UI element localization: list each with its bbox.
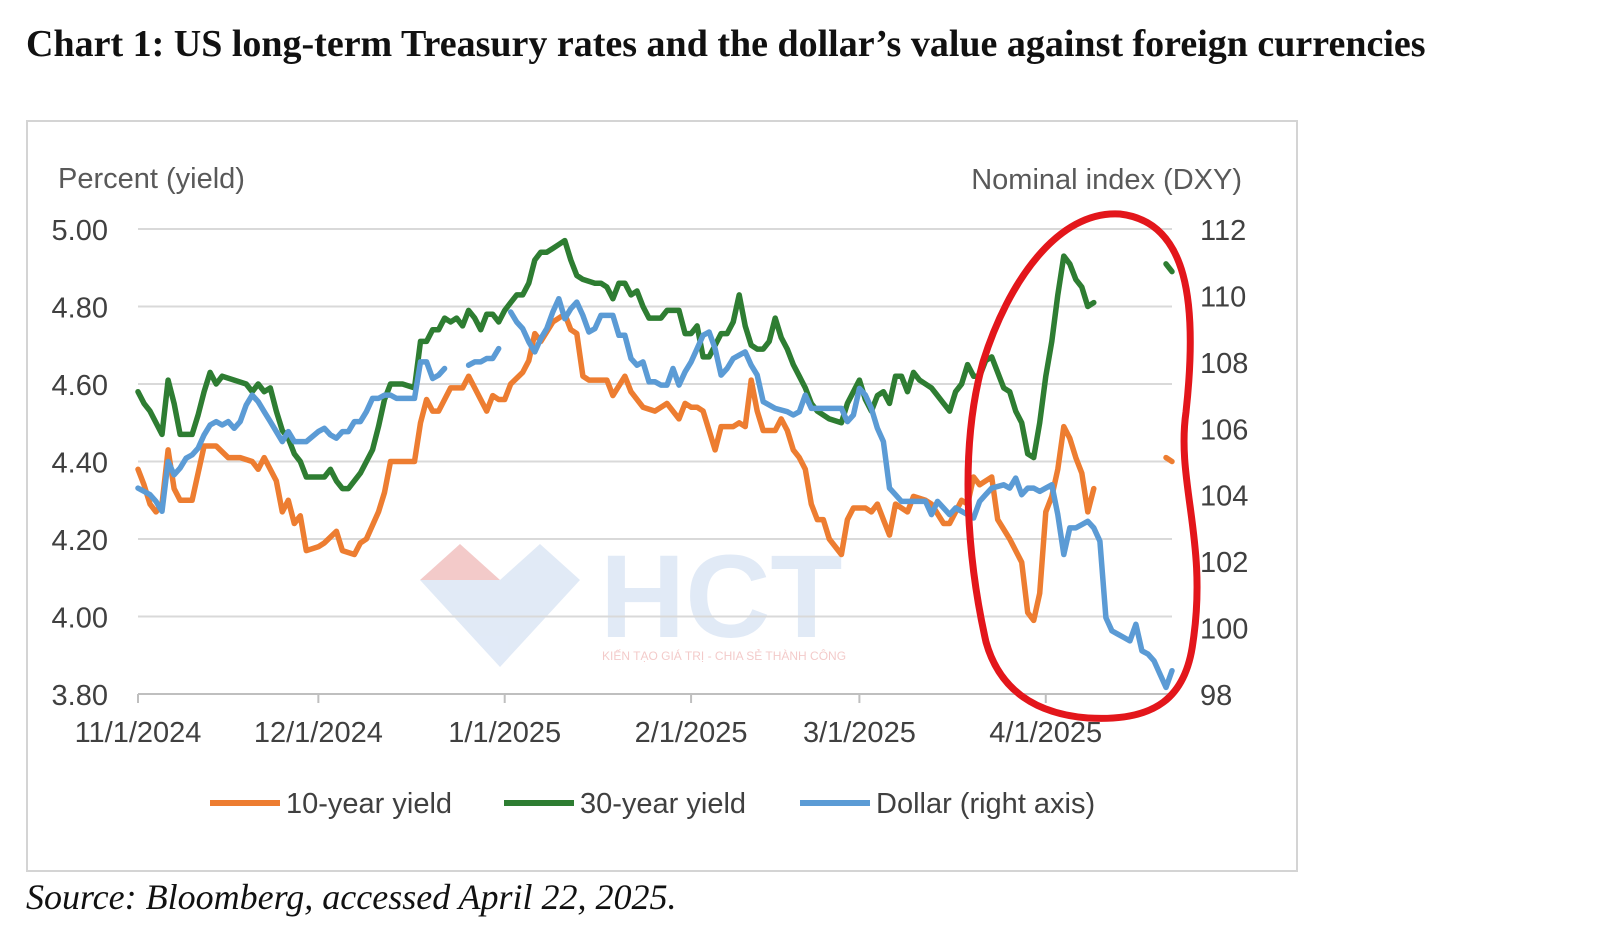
chart-svg: HCT KIẾN TẠO GIÁ TRỊ - CHIA SẺ THÀNH CÔN… [52,163,1249,820]
series-line-30-year-yield [135,237,1097,492]
legend-label-10-year-yield: 10-year yield [286,788,452,820]
right-axis-ticks: 112 110 108 106 104 102 100 98 [1200,215,1248,712]
source-note: Source: Bloomberg, accessed April 22, 20… [26,877,677,917]
x-tick-label: 2/1/2025 [635,717,748,749]
series-lines [135,237,1175,691]
watermark: HCT KIẾN TẠO GIÁ TRỊ - CHIA SẺ THÀNH CÔN… [420,531,846,667]
series-line-dollar-right-axis [135,359,448,515]
y-tick-label-right: 106 [1200,414,1248,446]
watermark-logo-bottom [420,580,580,667]
y-tick-label-left: 4.00 [52,603,108,635]
y-tick-label-right: 102 [1200,547,1248,579]
x-tick-label: 4/1/2025 [989,717,1102,749]
y-tick-label-left: 4.80 [52,293,108,325]
y-tick-label-left: 3.80 [52,680,108,712]
left-axis-label: Percent (yield) [58,163,245,195]
highlight-circle [964,210,1201,722]
left-axis-ticks: 5.00 4.80 4.60 4.40 4.20 4.00 3.80 [52,215,108,712]
watermark-logo-left [420,544,500,612]
watermark-text: HCT [600,531,843,663]
y-tick-label-right: 108 [1200,348,1248,380]
chart-panel: HCT KIẾN TẠO GIÁ TRỊ - CHIA SẺ THÀNH CÔN… [26,120,1298,872]
y-tick-label-left: 4.40 [52,448,108,480]
series-line-10-year-yield [1163,454,1175,465]
y-tick-label-left: 5.00 [52,215,108,247]
watermark-tagline: KIẾN TẠO GIÁ TRỊ - CHIA SẺ THÀNH CÔNG [602,648,846,663]
series-line-dollar-right-axis [465,345,502,368]
legend-label-dollar-right-axis: Dollar (right axis) [876,788,1095,820]
right-axis-label: Nominal index (DXY) [971,164,1242,196]
x-tick-label: 3/1/2025 [803,717,916,749]
series-line-10-year-yield [135,311,1097,624]
legend-label-30-year-yield: 30-year yield [580,788,746,820]
y-tick-label-left: 4.60 [52,370,108,402]
series-line-dollar-right-axis [507,295,1175,691]
y-tick-label-right: 104 [1200,481,1248,513]
watermark-logo-right [500,544,580,612]
x-tick-label: 11/1/2024 [75,717,202,749]
y-tick-label-left: 4.20 [52,525,108,557]
y-tick-label-right: 100 [1200,614,1248,646]
chart-title: Chart 1: US long-term Treasury rates and… [26,23,1426,65]
y-tick-label-right: 112 [1200,215,1246,247]
x-axis: 11/1/2024 12/1/2024 1/1/2025 2/1/2025 3/1/20… [75,693,1172,749]
x-tick-label: 1/1/2025 [448,717,561,749]
y-tick-label-right: 110 [1200,281,1246,313]
x-tick-label: 12/1/2024 [254,717,383,749]
legend: 10-year yield 30-year yield Dollar (right … [210,788,1095,820]
y-tick-label-right: 98 [1200,680,1232,712]
series-line-30-year-yield [1163,261,1175,275]
